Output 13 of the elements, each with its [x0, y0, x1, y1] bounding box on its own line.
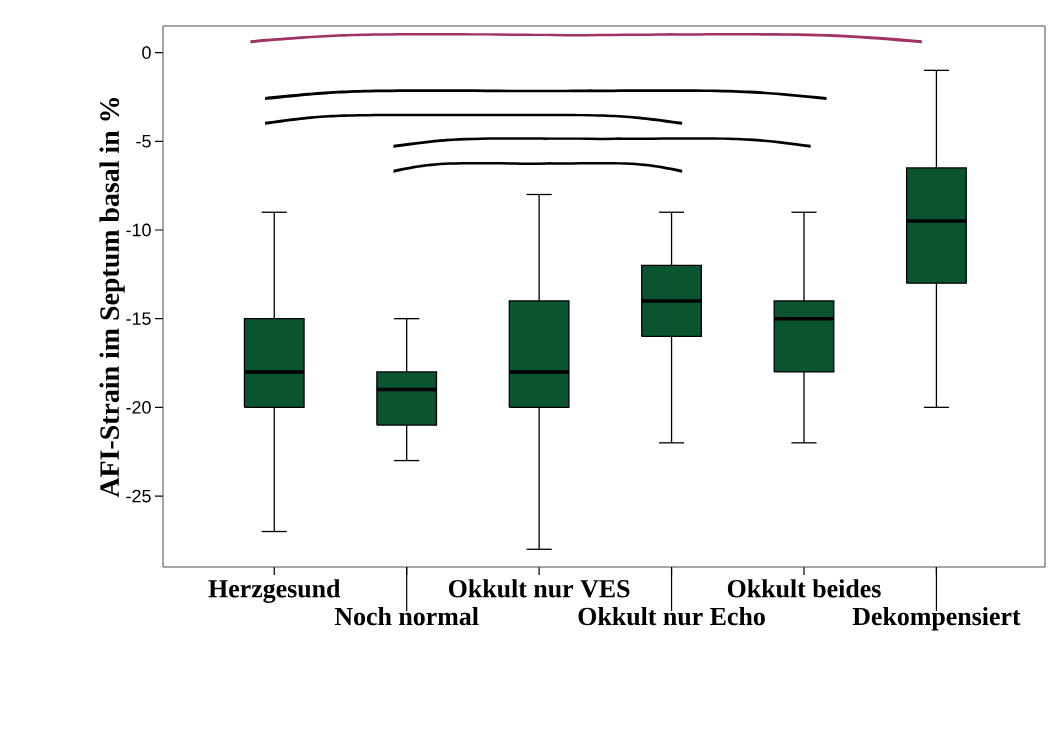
x-tick-label: Okkult nur VES — [448, 579, 630, 598]
y-tick-label: -5 — [136, 135, 151, 148]
y-axis-title: AFI-Strain im Septum basal in % — [99, 98, 125, 498]
y-tick-label: 0 — [142, 46, 151, 59]
y-tick-label: -15 — [126, 312, 151, 325]
x-tick-label: Noch normal — [334, 606, 479, 626]
x-tick-label: Okkult beides — [727, 579, 881, 598]
y-tick-label: -10 — [126, 223, 151, 237]
x-tick-label: Dekompensiert — [852, 606, 1021, 631]
y-tick-label: -20 — [126, 401, 151, 414]
y-tick-label: -25 — [126, 489, 151, 503]
x-tick-label: Okkult nur Echo — [578, 606, 765, 626]
x-tick-label: Herzgesund — [208, 579, 341, 603]
